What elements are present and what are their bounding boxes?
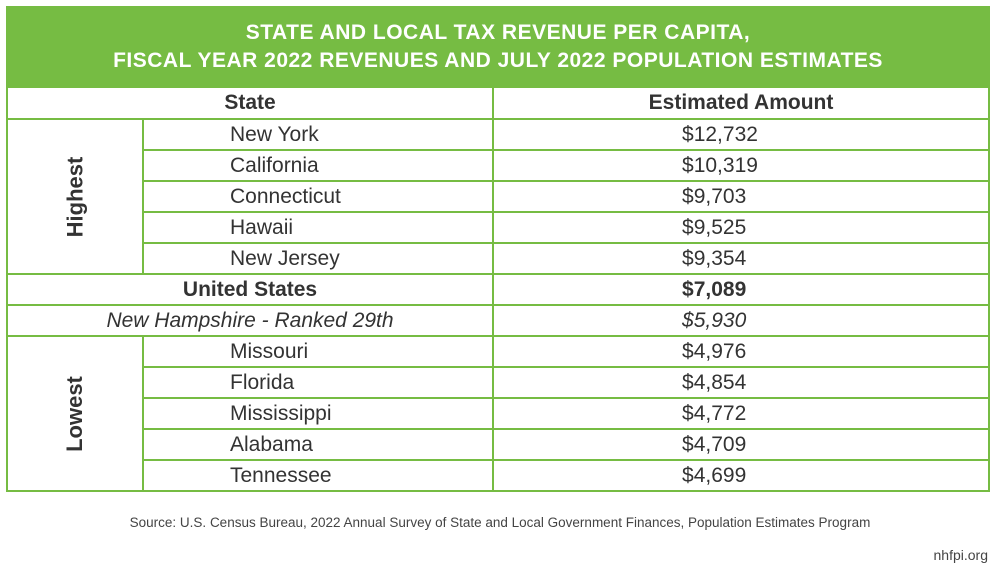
highest-group-label: Highest	[6, 118, 144, 275]
us-row: United States $7,089	[5, 273, 990, 306]
table-row: Connecticut $9,703	[7, 180, 990, 213]
state-cell: Missouri	[141, 335, 495, 368]
amount-cell: $9,525	[492, 211, 990, 244]
table-row: Lowest Missouri $4,976	[6, 335, 990, 492]
table-row: Florida $4,854	[7, 366, 990, 399]
table-row: Mississippi $4,772	[7, 397, 990, 430]
state-cell: Mississippi	[141, 397, 495, 430]
nh-state-cell: New Hampshire - Ranked 29th	[5, 304, 495, 337]
nh-row: New Hampshire - Ranked 29th $5,930	[5, 304, 990, 337]
title-line-2: FISCAL YEAR 2022 REVENUES AND JULY 2022 …	[113, 49, 883, 72]
state-cell: Florida	[141, 366, 495, 399]
amount-cell: $4,699	[492, 459, 990, 492]
title-line-1: STATE AND LOCAL TAX REVENUE PER CAPITA,	[245, 21, 751, 44]
amount-cell: $12,732	[492, 118, 990, 151]
header-row: State Estimated Amount	[5, 86, 990, 120]
source-note: Source: U.S. Census Bureau, 2022 Annual …	[129, 515, 871, 530]
table-row: Alabama $4,709	[7, 428, 990, 461]
amount-cell: $10,319	[492, 149, 990, 182]
table-title: STATE AND LOCAL TAX REVENUE PER CAPITA, …	[6, 6, 990, 86]
state-cell: Alabama	[141, 428, 495, 461]
table-row: Highest New York $12,732	[6, 118, 990, 275]
table-row: Tennessee $4,699	[7, 459, 990, 492]
lowest-label: Lowest	[61, 375, 87, 452]
state-cell: New York	[141, 118, 495, 151]
amount-cell: $4,709	[492, 428, 990, 461]
lowest-group-label: Lowest	[6, 335, 144, 492]
amount-cell: $4,772	[492, 397, 990, 430]
table-row: Hawaii $9,525	[7, 211, 990, 244]
us-amount-cell: $7,089	[492, 273, 990, 306]
state-cell: Tennessee	[141, 459, 495, 492]
state-cell: New Jersey	[141, 242, 495, 275]
highest-label: Highest	[62, 156, 87, 237]
amount-cell: $4,854	[492, 366, 990, 399]
amount-cell: $9,354	[492, 242, 990, 275]
amount-header: Estimated Amount	[492, 86, 990, 120]
site-url: nhfpi.org	[933, 547, 988, 563]
state-cell: Hawaii	[141, 211, 495, 244]
table-row: California $10,319	[7, 149, 990, 182]
nh-amount-cell: $5,930	[492, 304, 990, 337]
amount-cell: $4,976	[492, 335, 990, 368]
state-cell: Connecticut	[141, 180, 495, 213]
revenue-table: State Estimated Amount Highest New York …	[5, 86, 990, 492]
amount-cell: $9,703	[492, 180, 990, 213]
state-cell: California	[141, 149, 495, 182]
tax-table-infographic: STATE AND LOCAL TAX REVENUE PER CAPITA, …	[5, 6, 990, 492]
table-row: New Jersey $9,354	[7, 242, 990, 275]
us-state-cell: United States	[5, 273, 495, 306]
state-header: State	[5, 86, 495, 120]
